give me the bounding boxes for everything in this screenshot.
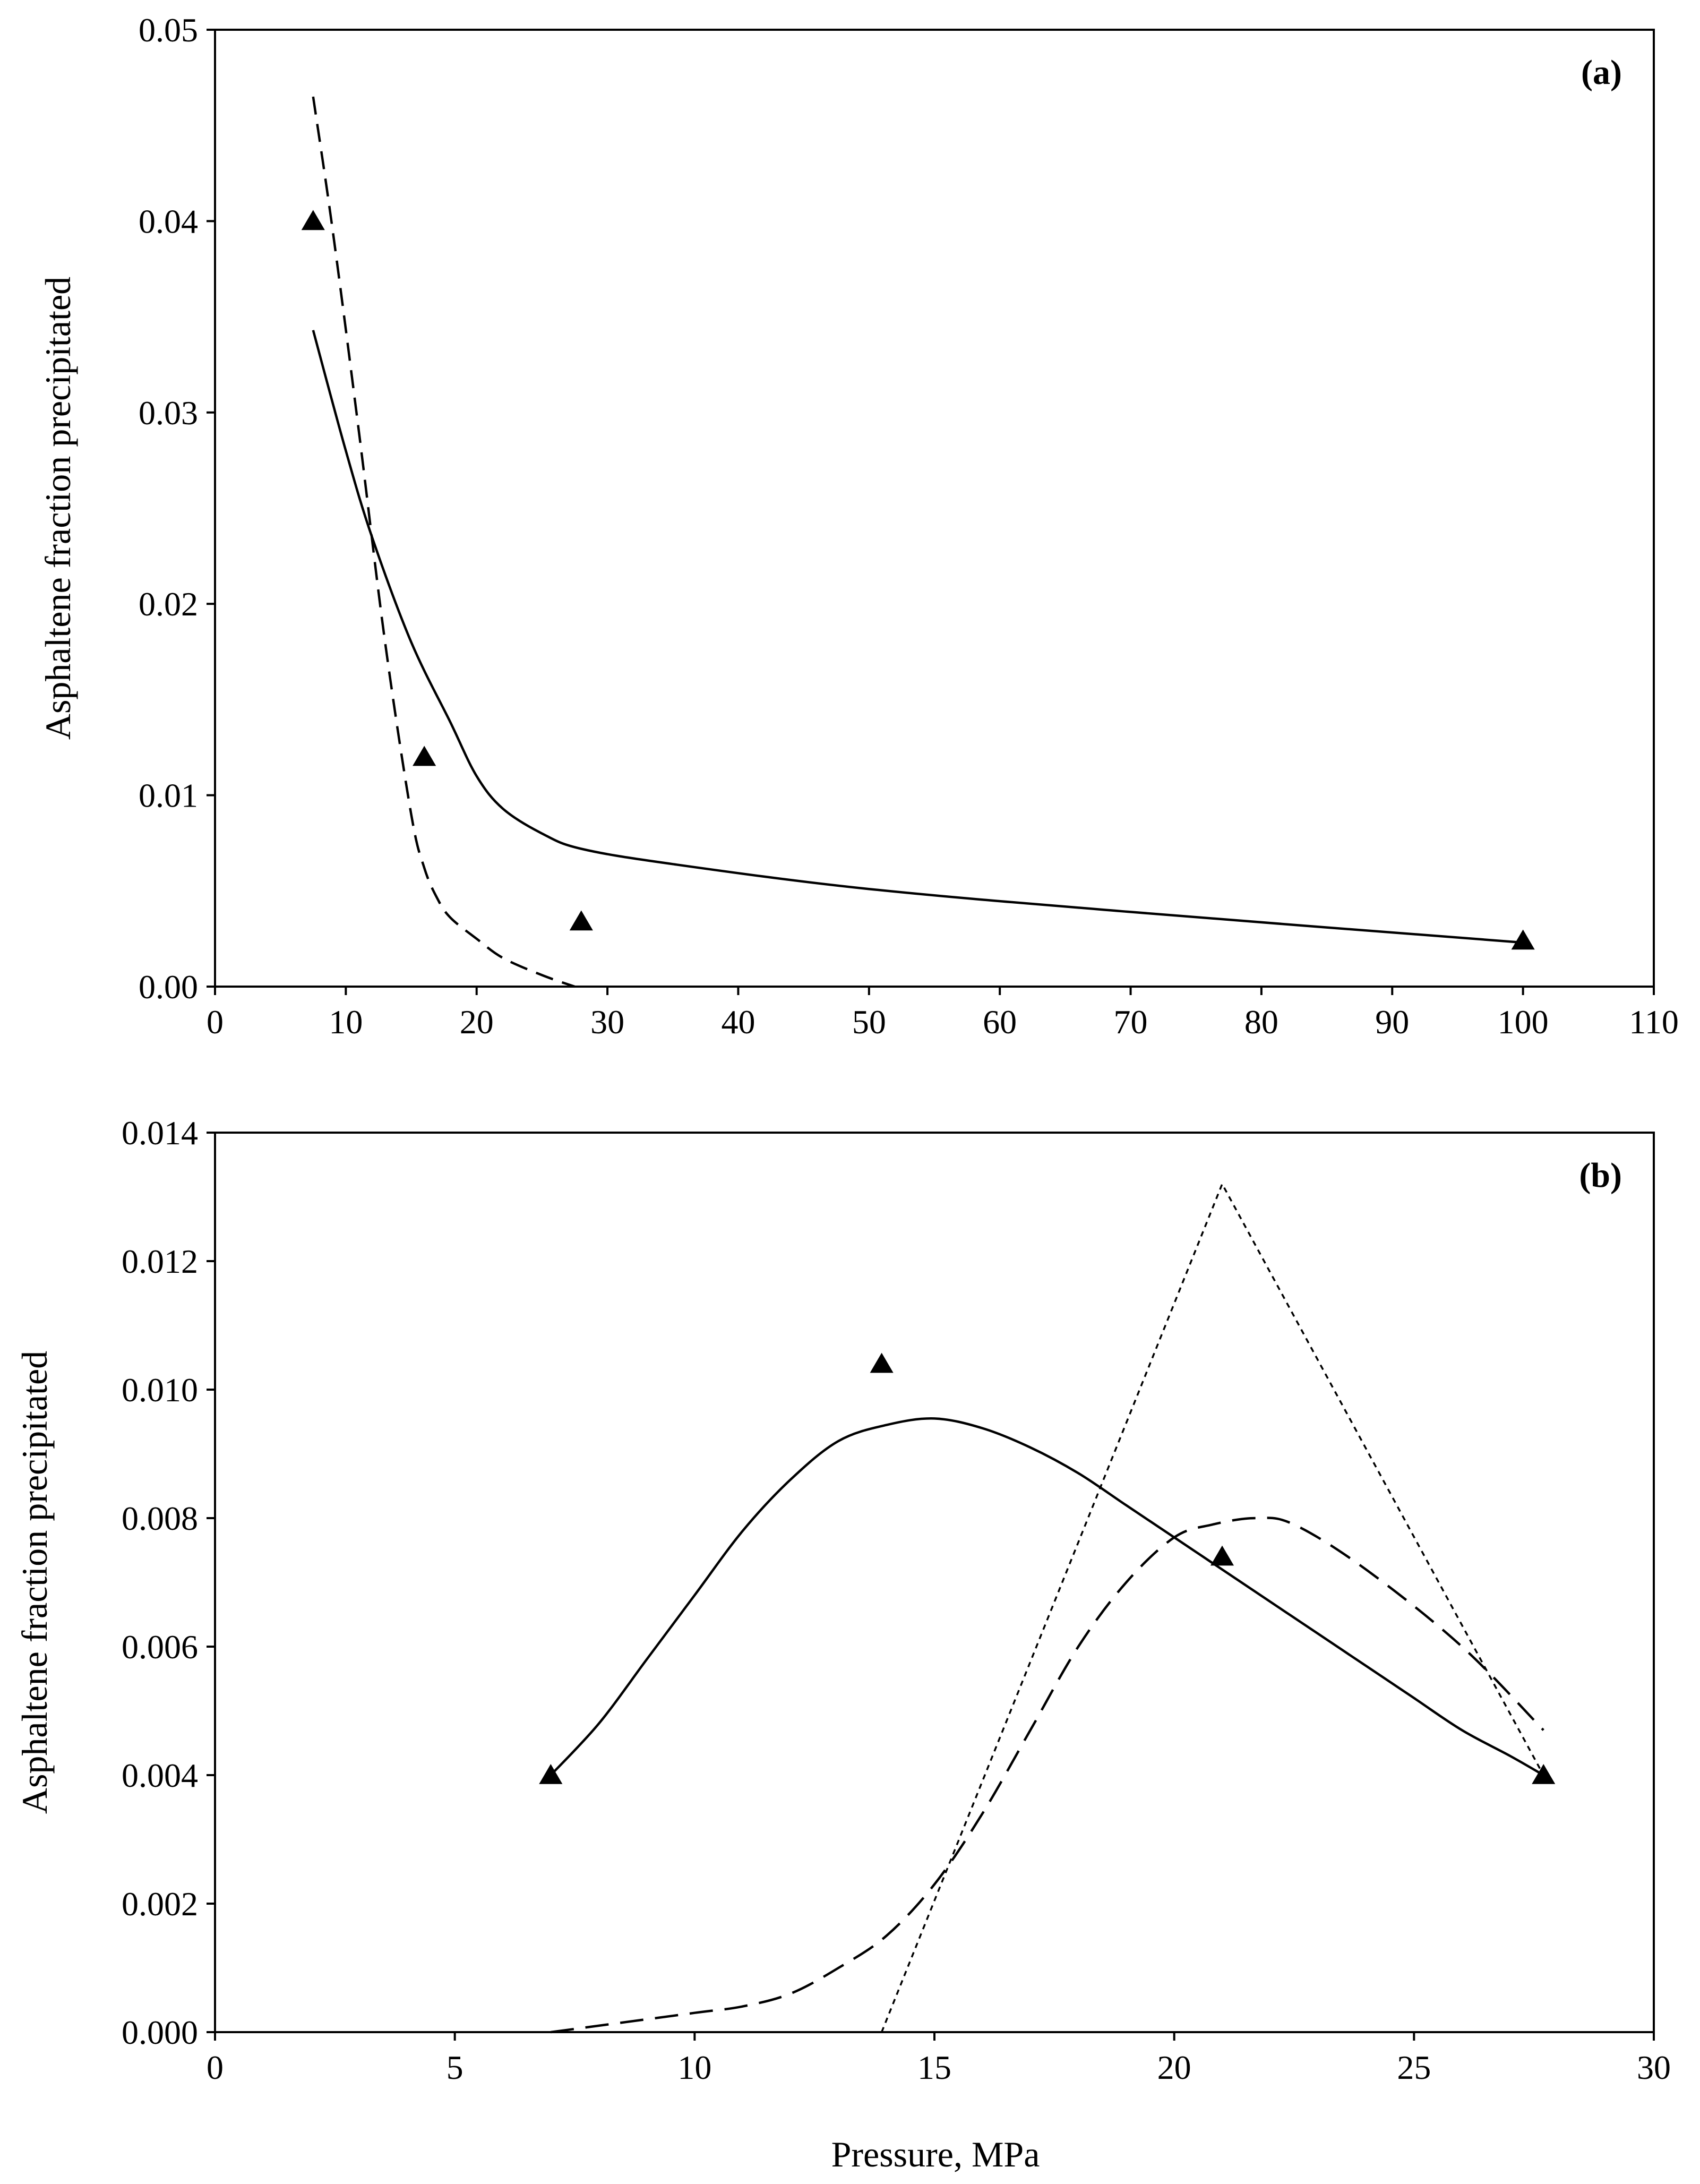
panel-a-series — [301, 96, 1535, 988]
panel-a-chart: Asphaltene fraction precipitated (a) 0 10… — [38, 11, 1679, 1041]
panel-a-y-axis: 0.00 0.01 0.02 0.03 0.04 0.05 — [139, 11, 215, 1006]
panel-a-data-point-marker — [301, 210, 325, 230]
panel-a-x-tick-label: 100 — [1498, 1003, 1549, 1041]
panel-b-x-tick-label: 10 — [677, 2049, 711, 2086]
panel-a-y-tick-label: 0.02 — [139, 585, 198, 623]
panel-a-y-tick-label: 0.00 — [139, 968, 198, 1006]
panel-a-x-tick-label: 90 — [1375, 1003, 1409, 1041]
panel-b-y-axis: 0.000 0.002 0.004 0.006 0.008 0.010 0.012 0.014 — [122, 1114, 215, 2051]
panel-a-y-axis-title: Asphaltene fraction precipitated — [38, 277, 78, 740]
panel-a-plot-frame — [214, 29, 1655, 988]
panel-b-series — [539, 1181, 1556, 2034]
panel-a-data-point-marker — [413, 746, 436, 766]
panel-a-x-tick-label: 110 — [1629, 1003, 1679, 1041]
panel-b-y-tick-label: 0.000 — [122, 2014, 198, 2051]
panel-b-y-tick-label: 0.002 — [122, 1885, 198, 1923]
panel-b-y-tick-label: 0.006 — [122, 1628, 198, 1666]
panel-a-x-tick-label: 40 — [721, 1003, 755, 1041]
panel-b-x-tick-label: 5 — [447, 2049, 463, 2086]
panel-a-x-tick-label: 60 — [983, 1003, 1017, 1041]
panel-b-y-tick-label: 0.012 — [122, 1243, 198, 1280]
panel-b-data-point-marker — [1210, 1545, 1234, 1566]
panel-b-model-curve-dotted — [880, 1181, 1544, 2033]
panel-a-x-tick-label: 20 — [460, 1003, 494, 1041]
panel-a-y-tick-label: 0.05 — [139, 11, 198, 49]
panel-b-model-curve-dashed — [551, 1517, 1544, 2034]
panel-b-chart: Asphaltene fraction precipitated (b) Pre… — [14, 1114, 1671, 2174]
panel-b-x-axis-title: Pressure, MPa — [831, 2134, 1040, 2174]
panel-b-y-tick-label: 0.014 — [122, 1114, 198, 1152]
panel-b-x-tick-label: 20 — [1157, 2049, 1191, 2086]
panel-a-y-tick-label: 0.03 — [139, 394, 198, 432]
panel-b-model-curve-solid — [550, 1417, 1544, 1776]
panel-a-tag: (a) — [1581, 53, 1622, 92]
panel-a-x-tick-label: 0 — [207, 1003, 224, 1041]
panel-b-tag: (b) — [1579, 1156, 1622, 1195]
panel-a-x-tick-label: 70 — [1114, 1003, 1148, 1041]
panel-b-x-tick-label: 30 — [1637, 2049, 1671, 2086]
panel-a-x-tick-label: 50 — [852, 1003, 886, 1041]
panel-a-y-tick-label: 0.04 — [139, 202, 198, 240]
panel-a-model-curve-dashed — [312, 96, 576, 988]
panel-b-x-tick-label: 25 — [1397, 2049, 1431, 2086]
panel-a-x-tick-label: 10 — [329, 1003, 363, 1041]
panel-a-x-tick-label: 30 — [590, 1003, 624, 1041]
panel-b-y-tick-label: 0.010 — [122, 1371, 198, 1409]
panel-a-data-point-marker — [569, 910, 593, 931]
panel-b-y-axis-title: Asphaltene fraction precipitated — [14, 1351, 55, 1814]
panel-a-x-tick-label: 80 — [1244, 1003, 1278, 1041]
panel-a-x-axis: 0 10 20 30 40 50 60 70 80 90 100 110 — [207, 987, 1679, 1041]
panel-a-model-curve-solid — [312, 330, 1523, 944]
panel-b-x-tick-label: 0 — [207, 2049, 224, 2086]
panel-a-y-tick-label: 0.01 — [139, 777, 198, 815]
panel-b-data-point-marker — [870, 1352, 894, 1373]
panel-a-data-point-marker — [1511, 929, 1535, 950]
panel-b-y-tick-label: 0.008 — [122, 1500, 198, 1537]
panel-b-y-tick-label: 0.004 — [122, 1757, 198, 1794]
panel-b-x-tick-label: 15 — [917, 2049, 951, 2086]
panel-b-x-axis: 0 5 10 15 20 25 30 — [207, 2032, 1671, 2086]
